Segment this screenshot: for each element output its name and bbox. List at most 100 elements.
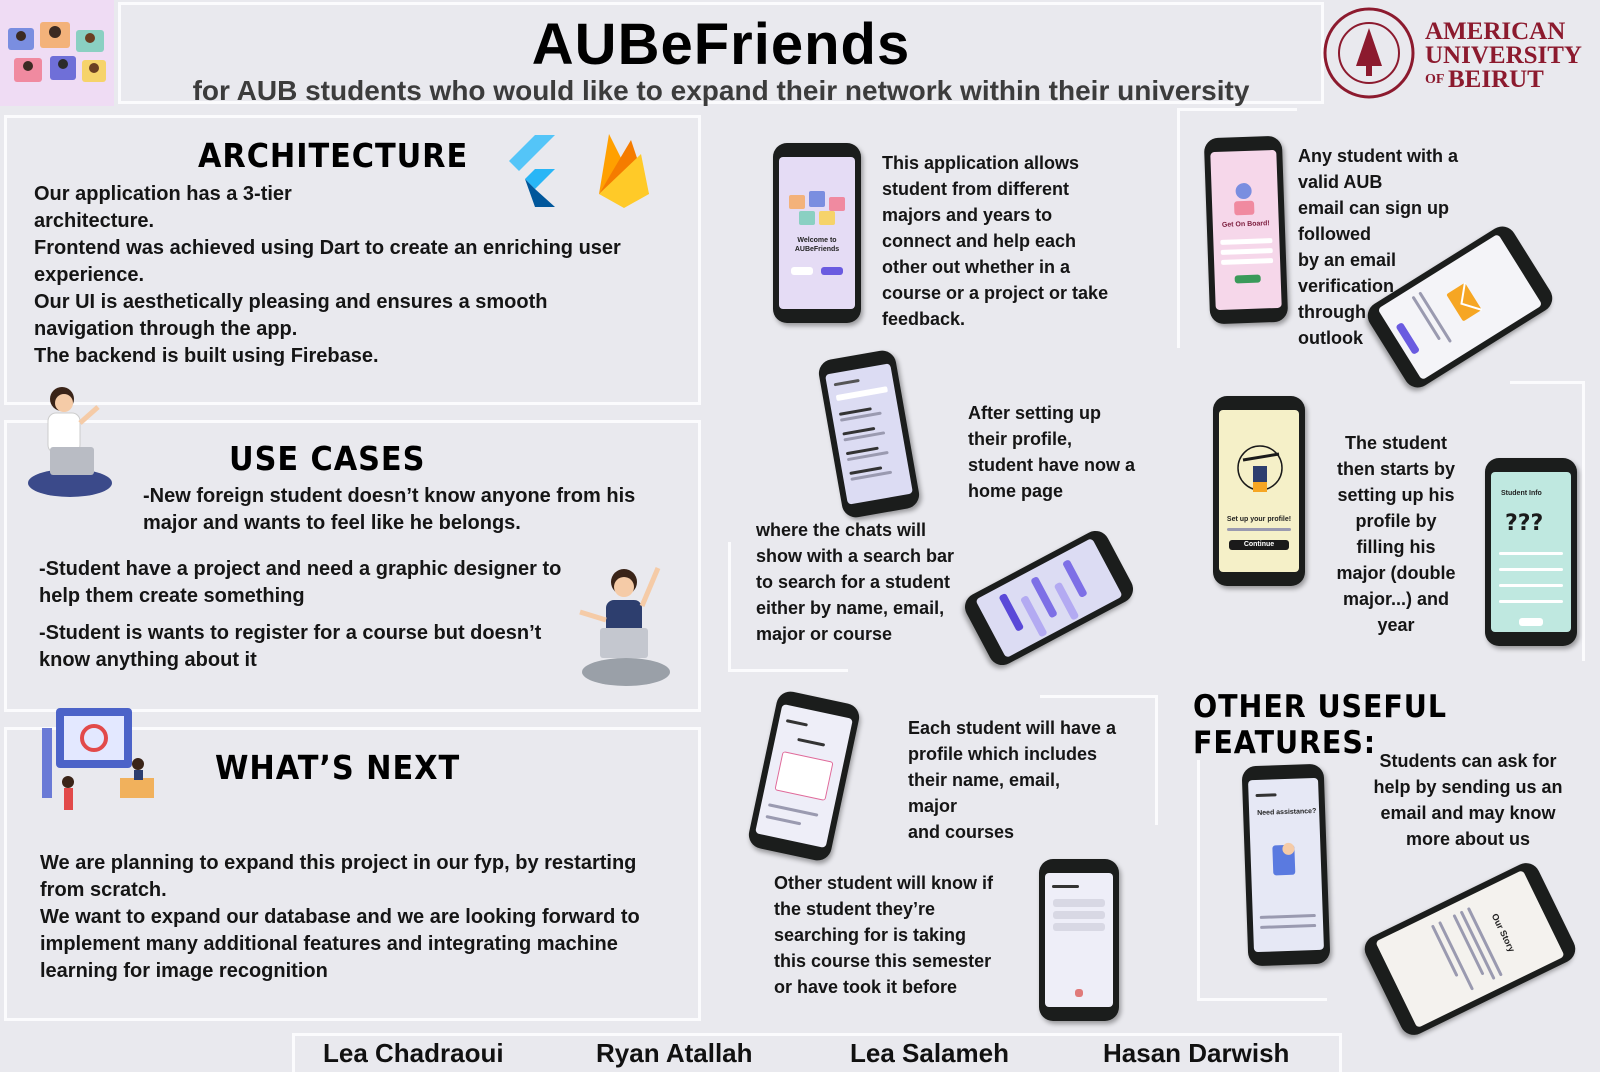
use-case-2: -Student have a project and need a graph… [39, 556, 561, 610]
feature-signup-text: Any student with a valid AUB email can s… [1298, 143, 1498, 351]
feature-line: and courses [908, 822, 1015, 842]
phone-setup-profile-screen: Set up your profile! Continue [1213, 396, 1305, 586]
feature-intro-text: This application allows student from dif… [882, 150, 1108, 332]
aub-seal-icon [1323, 7, 1415, 99]
team-collage-illustration [0, 0, 114, 106]
feature-line: email and may know [1380, 803, 1556, 823]
author-name: Hasan Darwish [1103, 1038, 1290, 1068]
feature-line: feedback. [882, 309, 966, 329]
feature-line: Any student with a [1298, 146, 1459, 166]
feature-line: setting up his [1337, 485, 1455, 505]
feature-line: majors and years to [882, 205, 1053, 225]
onboard-illustration [1234, 183, 1255, 216]
frame-divider [1177, 108, 1297, 111]
feature-line: filling his [1356, 537, 1436, 557]
title-banner: AUBeFriends for AUB students who would l… [118, 2, 1324, 106]
welcome-title: Welcome to [797, 237, 837, 244]
feature-line: followed [1298, 224, 1371, 244]
use-case-line: help them create something [39, 585, 305, 607]
author-name: Lea Chadraoui [323, 1038, 504, 1068]
architecture-line: navigation through the app. [34, 318, 298, 340]
phone-our-story-screen: Our Story [1360, 858, 1580, 1040]
whats-next-line: from scratch. [40, 879, 167, 901]
feature-line: After setting up [968, 403, 1101, 423]
whats-next-heading: WHAT’S NEXT [215, 748, 461, 787]
feature-line: to search for a student [756, 572, 951, 592]
feature-line: The student [1345, 433, 1447, 453]
setup-profile-title: Set up your profile! [1226, 516, 1292, 523]
architecture-line: The backend is built using Firebase. [34, 345, 379, 367]
whats-next-line: We want to expand our database and we ar… [40, 906, 640, 928]
feature-line: either by name, email, [756, 598, 945, 618]
feature-line: searching for is taking [774, 925, 967, 945]
use-case-line: -New foreign student doesn’t know anyone… [143, 485, 636, 507]
feature-line: major (double [1336, 563, 1456, 583]
feature-line: outlook [1298, 328, 1363, 348]
use-cases-panel: USE CASES -New foreign student doesn’t k… [4, 420, 701, 712]
use-case-line: major and wants to feel like he belongs. [143, 512, 521, 534]
aub-name-line2: UNIVERSITY [1425, 42, 1582, 69]
student-girl-illustration [28, 387, 112, 497]
aub-name-of: OF [1425, 72, 1445, 87]
whats-next-line: We are planning to expand this project i… [40, 852, 637, 874]
student-info-title: Student Info [1501, 490, 1542, 497]
student-boy-illustration [579, 567, 670, 686]
use-case-line: know anything about it [39, 649, 257, 671]
use-cases-heading: USE CASES [229, 439, 426, 478]
architecture-line: Our application has a 3-tier [34, 183, 292, 205]
feature-line: This application allows [882, 153, 1080, 173]
welcome-app-name: AUBeFriends [794, 246, 840, 253]
frame-divider [1197, 998, 1327, 1001]
feature-line: major or course [756, 624, 893, 644]
phone-chat-screen [960, 526, 1138, 670]
aub-logo: AMERICAN UNIVERSITY OF BEIRUT [1322, 6, 1600, 102]
feature-line: student from different [882, 179, 1069, 199]
feature-line: help by sending us an [1373, 777, 1563, 797]
feature-line: student have now a [968, 455, 1136, 475]
phone-welcome-screen: Welcome to AUBeFriends [773, 143, 861, 323]
feature-line: verification [1298, 276, 1395, 296]
architecture-panel: ARCHITECTURE Our application has a 3-tie… [4, 115, 701, 405]
architecture-line: Our UI is aesthetically pleasing and ens… [34, 291, 548, 313]
frame-divider [728, 542, 731, 672]
whats-next-body: We are planning to expand this project i… [40, 850, 640, 985]
phone-courses-screen [1039, 859, 1119, 1021]
feature-profile-setup-text: The student then starts by setting up hi… [1316, 430, 1476, 638]
feature-line: then starts by [1336, 459, 1456, 479]
phone-verify-screen [1362, 221, 1558, 393]
help-illustration [1272, 842, 1296, 876]
team-working-illustration [42, 708, 154, 810]
feature-line: Each student will have a [908, 718, 1117, 738]
author-name: Lea Salameh [850, 1038, 1009, 1068]
architecture-line: experience. [34, 264, 145, 286]
whats-next-panel: WHAT’S NEXT We are planning to expand th… [4, 727, 701, 1021]
feature-line: valid AUB [1298, 172, 1383, 192]
app-subtitle: for AUB students who would like to expan… [192, 75, 1250, 106]
welcome-illustration [789, 191, 845, 225]
author-name: Ryan Atallah [596, 1038, 753, 1068]
phone-student-info-screen: Student Info ??? [1485, 458, 1577, 646]
use-case-line: -Student is wants to register for a cour… [39, 622, 542, 644]
firebase-logo-icon [599, 134, 649, 208]
whats-next-line: implement many additional features and i… [40, 933, 618, 955]
feature-line: through [1298, 302, 1366, 322]
architecture-heading: ARCHITECTURE [198, 136, 469, 175]
whats-next-line: learning for image recognition [40, 960, 328, 982]
feature-line: other out whether in a [882, 257, 1071, 277]
feature-line: major [908, 796, 958, 816]
aub-name-line3: BEIRUT [1448, 66, 1544, 93]
feature-line: or have took it before [774, 977, 958, 997]
phone-home-screen [816, 348, 922, 520]
feature-line: Other student will know if [774, 873, 994, 893]
frame-divider [1197, 760, 1200, 1000]
frame-divider [1040, 695, 1156, 698]
setup-profile-illustration [1237, 445, 1283, 492]
feature-line: home page [968, 481, 1064, 501]
feature-chats-text: where the chats will show with a search … [756, 517, 954, 647]
feature-line: connect and help each [882, 231, 1077, 251]
feature-line: by an email [1298, 250, 1397, 270]
need-assistance-title: Need assistance? [1257, 807, 1317, 817]
architecture-line: architecture. [34, 210, 155, 232]
svg-text:???: ??? [1505, 511, 1543, 536]
onboard-title: Get On Board! [1221, 220, 1270, 229]
